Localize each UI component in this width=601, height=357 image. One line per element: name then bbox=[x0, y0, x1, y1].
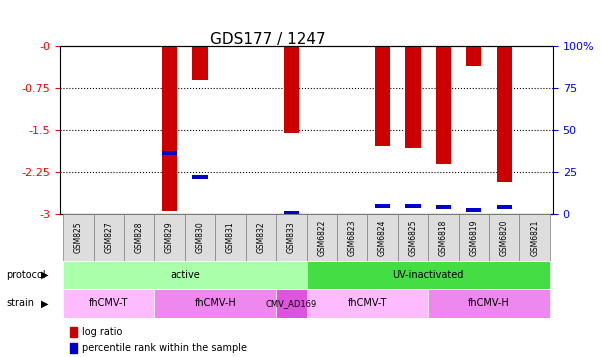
Bar bbox=[496, 205, 512, 209]
FancyBboxPatch shape bbox=[307, 261, 550, 289]
Bar bbox=[375, 204, 390, 208]
Text: ▶: ▶ bbox=[41, 298, 48, 308]
Bar bbox=[375, 46, 390, 146]
FancyBboxPatch shape bbox=[276, 289, 307, 318]
Bar bbox=[406, 46, 421, 148]
FancyBboxPatch shape bbox=[398, 214, 428, 261]
Bar bbox=[192, 46, 207, 80]
Text: protocol: protocol bbox=[6, 270, 46, 280]
Text: GSM6824: GSM6824 bbox=[378, 219, 387, 256]
FancyBboxPatch shape bbox=[63, 261, 307, 289]
Text: fhCMV-H: fhCMV-H bbox=[468, 298, 510, 308]
Text: GSM827: GSM827 bbox=[105, 222, 113, 253]
Bar bbox=[436, 205, 451, 209]
FancyBboxPatch shape bbox=[63, 289, 154, 318]
FancyBboxPatch shape bbox=[63, 214, 94, 261]
Text: GSM6822: GSM6822 bbox=[317, 219, 326, 256]
Text: log ratio: log ratio bbox=[82, 327, 123, 337]
FancyBboxPatch shape bbox=[367, 214, 398, 261]
Bar bbox=[284, 46, 299, 133]
FancyBboxPatch shape bbox=[276, 214, 307, 261]
Bar bbox=[466, 208, 481, 212]
Text: GSM6825: GSM6825 bbox=[409, 219, 418, 256]
FancyBboxPatch shape bbox=[428, 214, 459, 261]
FancyBboxPatch shape bbox=[154, 289, 276, 318]
FancyBboxPatch shape bbox=[124, 214, 154, 261]
Text: strain: strain bbox=[6, 298, 34, 308]
Text: GSM6819: GSM6819 bbox=[469, 219, 478, 256]
Text: ▶: ▶ bbox=[41, 270, 48, 280]
FancyBboxPatch shape bbox=[489, 214, 519, 261]
FancyBboxPatch shape bbox=[307, 289, 428, 318]
Text: GSM833: GSM833 bbox=[287, 222, 296, 253]
Text: GSM825: GSM825 bbox=[74, 222, 83, 253]
Bar bbox=[496, 46, 512, 182]
FancyBboxPatch shape bbox=[185, 214, 215, 261]
Bar bbox=[192, 175, 207, 179]
Text: GSM6818: GSM6818 bbox=[439, 219, 448, 256]
Text: GSM6823: GSM6823 bbox=[347, 219, 356, 256]
FancyBboxPatch shape bbox=[307, 214, 337, 261]
Bar bbox=[466, 46, 481, 66]
FancyBboxPatch shape bbox=[215, 214, 246, 261]
Text: fhCMV-T: fhCMV-T bbox=[347, 298, 387, 308]
Text: GSM828: GSM828 bbox=[135, 222, 144, 253]
FancyBboxPatch shape bbox=[154, 214, 185, 261]
Bar bbox=[406, 204, 421, 208]
Text: UV-inactivated: UV-inactivated bbox=[392, 270, 464, 280]
Text: CMV_AD169: CMV_AD169 bbox=[266, 299, 317, 308]
Text: GSM831: GSM831 bbox=[226, 222, 235, 253]
FancyBboxPatch shape bbox=[337, 214, 367, 261]
Bar bbox=[162, 46, 177, 211]
FancyBboxPatch shape bbox=[519, 214, 550, 261]
Text: GSM6821: GSM6821 bbox=[530, 219, 539, 256]
Bar bbox=[436, 46, 451, 164]
Text: active: active bbox=[170, 270, 200, 280]
Text: GSM829: GSM829 bbox=[165, 222, 174, 253]
Text: GSM6820: GSM6820 bbox=[500, 219, 508, 256]
Text: GSM830: GSM830 bbox=[195, 222, 204, 253]
Text: GDS177 / 1247: GDS177 / 1247 bbox=[210, 32, 326, 47]
FancyBboxPatch shape bbox=[428, 289, 550, 318]
Bar bbox=[162, 151, 177, 155]
Bar bbox=[70, 343, 78, 353]
Text: fhCMV-T: fhCMV-T bbox=[89, 298, 129, 308]
Text: GSM832: GSM832 bbox=[257, 222, 266, 253]
FancyBboxPatch shape bbox=[94, 214, 124, 261]
Bar bbox=[284, 211, 299, 215]
FancyBboxPatch shape bbox=[459, 214, 489, 261]
Text: percentile rank within the sample: percentile rank within the sample bbox=[82, 343, 247, 353]
FancyBboxPatch shape bbox=[246, 214, 276, 261]
Text: fhCMV-H: fhCMV-H bbox=[194, 298, 236, 308]
Bar bbox=[70, 327, 78, 337]
